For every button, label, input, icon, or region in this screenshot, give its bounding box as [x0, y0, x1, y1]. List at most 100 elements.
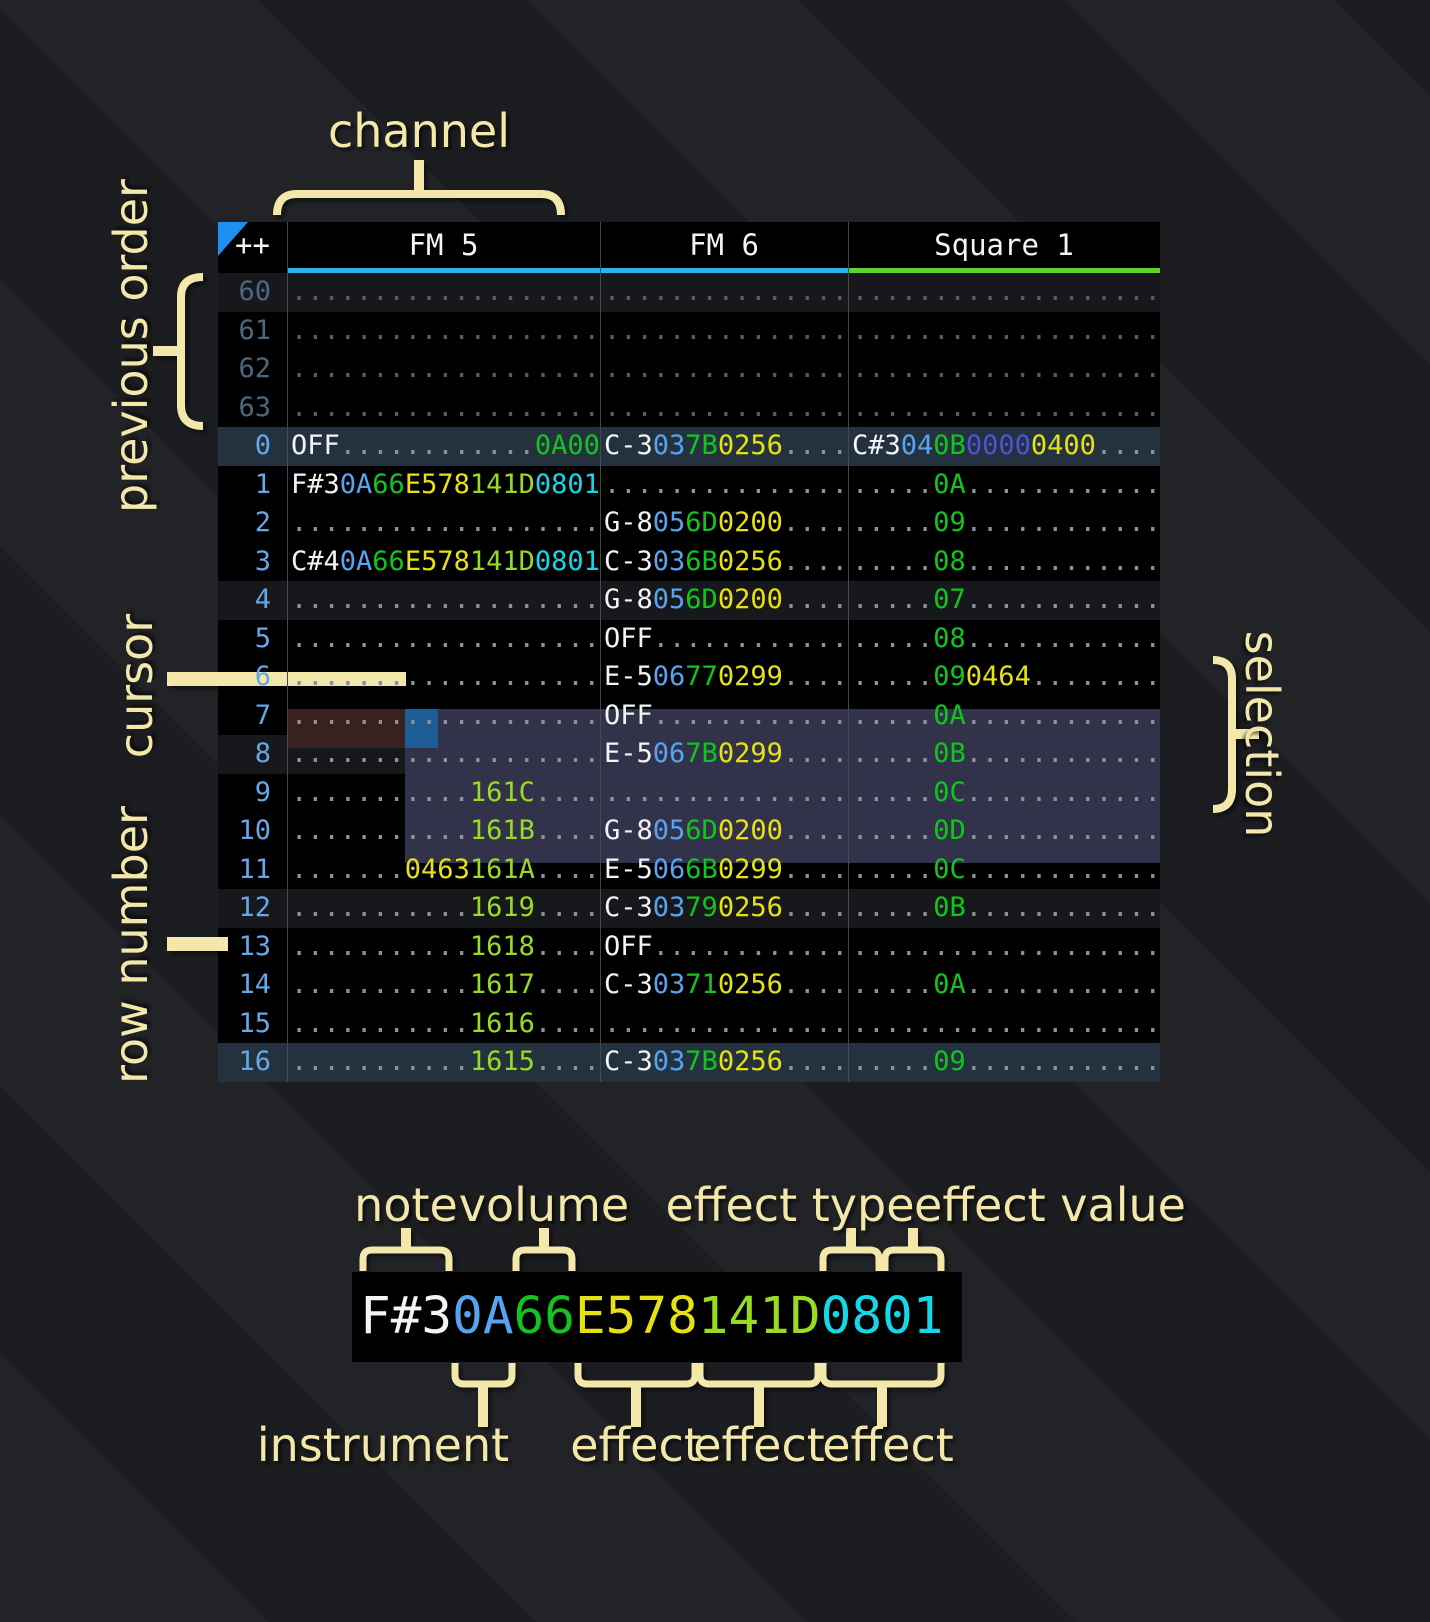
row-number[interactable]: 11 — [238, 853, 271, 885]
pattern-row-11[interactable]: 11 .......0463161A.... E-5066B0299........… — [218, 851, 1160, 890]
row-number[interactable]: 12 — [238, 892, 271, 923]
pattern-cell[interactable]: ...........161B.... — [287, 812, 600, 851]
pattern-cell[interactable]: .....0A............ — [848, 697, 1160, 736]
pattern-cell[interactable]: .....090464........ — [848, 658, 1160, 697]
pattern-cell[interactable]: ................... — [287, 735, 600, 774]
pattern-row-7[interactable]: 7................... OFF.................… — [218, 697, 1160, 736]
row-number[interactable]: 8 — [254, 738, 271, 769]
pattern-cell[interactable]: ...........1617.... — [287, 966, 600, 1005]
pattern-cell[interactable]: ................... — [848, 312, 1160, 351]
pattern-cell[interactable]: .....0D............ — [848, 812, 1160, 851]
pattern-grid[interactable]: 60......................................… — [218, 273, 1160, 1082]
pattern-row-13[interactable]: 13 ...........1618.... OFF................… — [218, 928, 1160, 967]
pattern-row-5[interactable]: 5................... OFF.................… — [218, 620, 1160, 659]
pattern-cell[interactable]: C-3037B0256.... — [600, 1043, 848, 1082]
row-number[interactable]: 10 — [238, 815, 271, 846]
pattern-cell[interactable]: G-8056D0200.... — [600, 812, 848, 851]
pattern-cell[interactable]: ...........1618.... — [287, 928, 600, 967]
row-number[interactable]: 14 — [238, 969, 271, 1000]
row-number[interactable]: 13 — [238, 930, 271, 962]
pattern-row-14[interactable]: 14 ...........1617.... C-303710256........… — [218, 966, 1160, 1005]
pattern-cell[interactable]: OFF............ — [600, 697, 848, 736]
pattern-cell[interactable]: .....0C............ — [848, 774, 1160, 813]
pattern-row-15[interactable]: 15 ...........1616.......................… — [218, 1005, 1160, 1044]
order-add-button[interactable]: ++ — [235, 228, 270, 262]
pattern-cell[interactable]: C-3036B0256.... — [600, 543, 848, 582]
pattern-row-6[interactable]: 6................... E-506770299.........… — [218, 658, 1160, 697]
pattern-row-10[interactable]: 10 ...........161B.... G-8056D0200........… — [218, 812, 1160, 851]
pattern-row-3[interactable]: 3 C#40A66E578141D0801 C-3036B0256.........… — [218, 543, 1160, 582]
pattern-row-61[interactable]: 61......................................… — [218, 312, 1160, 351]
pattern-cell[interactable]: ...........1616.... — [287, 1005, 600, 1044]
pattern-row-1[interactable]: 1 F#30A66E578141D0801....................… — [218, 466, 1160, 505]
pattern-cell[interactable]: .....0A............ — [848, 466, 1160, 505]
pattern-cell[interactable]: ............... — [600, 466, 848, 505]
row-number[interactable]: 1 — [254, 468, 271, 500]
row-number[interactable]: 15 — [238, 1007, 271, 1039]
pattern-cell[interactable]: ................... — [848, 1005, 1160, 1044]
pattern-cell[interactable]: ............... — [600, 774, 848, 813]
pattern-row-4[interactable]: 4................... G-8056D0200.........… — [218, 581, 1160, 620]
pattern-cell[interactable]: C-303790256.... — [600, 889, 848, 928]
pattern-row-8[interactable]: 8................... E-5067B0299.........… — [218, 735, 1160, 774]
channel-header-square1[interactable]: Square 1 — [934, 228, 1074, 262]
pattern-row-0[interactable]: 0 OFF............0A00 C-3037B0256.... C#304… — [218, 427, 1160, 466]
pattern-cell[interactable]: ................... — [287, 504, 600, 543]
pattern-cell[interactable]: .....07............ — [848, 581, 1160, 620]
pattern-cell[interactable]: OFF............ — [600, 928, 848, 967]
pattern-cell[interactable]: OFF............ — [600, 620, 848, 659]
pattern-cell[interactable]: ............... — [600, 389, 848, 428]
pattern-cell[interactable]: ................... — [287, 350, 600, 389]
pattern-cell[interactable]: C#40A66E578141D0801 — [287, 543, 600, 582]
row-number[interactable]: 16 — [238, 1046, 271, 1077]
pattern-cell[interactable]: ................... — [848, 350, 1160, 389]
row-number[interactable]: 7 — [254, 699, 271, 731]
row-number[interactable]: 9 — [254, 776, 271, 808]
pattern-cell[interactable]: ................... — [287, 697, 600, 736]
pattern-cell[interactable]: C-303710256.... — [600, 966, 848, 1005]
pattern-cell[interactable]: ................... — [287, 273, 600, 312]
pattern-cell[interactable]: E-5067B0299.... — [600, 735, 848, 774]
pattern-cursor[interactable] — [405, 709, 438, 748]
pattern-row-12[interactable]: 12 ...........1619.... C-303790256........… — [218, 889, 1160, 928]
pattern-cell[interactable]: ............... — [600, 1005, 848, 1044]
pattern-cell[interactable]: F#30A66E578141D0801 — [287, 466, 600, 505]
row-number[interactable]: 2 — [254, 507, 271, 538]
pattern-cell[interactable]: .....08............ — [848, 620, 1160, 659]
pattern-cell[interactable]: ................... — [287, 658, 600, 697]
pattern-cell[interactable]: .....09............ — [848, 1043, 1160, 1082]
pattern-cell[interactable]: .....0C............ — [848, 851, 1160, 890]
pattern-cell[interactable]: .....09............ — [848, 504, 1160, 543]
row-number[interactable]: 63 — [238, 391, 271, 423]
row-number[interactable]: 5 — [254, 622, 271, 654]
pattern-cell[interactable]: G-8056D0200.... — [600, 504, 848, 543]
pattern-cell[interactable]: ............... — [600, 273, 848, 312]
pattern-cell[interactable]: ...........1619.... — [287, 889, 600, 928]
row-number[interactable]: 3 — [254, 545, 271, 577]
pattern-cell[interactable]: ................... — [848, 273, 1160, 312]
pattern-cell[interactable]: ................... — [848, 928, 1160, 967]
pattern-cell[interactable]: .......0463161A.... — [287, 851, 600, 890]
pattern-cell[interactable]: E-506770299.... — [600, 658, 848, 697]
pattern-cell[interactable]: ................... — [287, 620, 600, 659]
pattern-cell[interactable]: ...........161C.... — [287, 774, 600, 813]
pattern-cell[interactable]: C#3040B00000400.... — [848, 427, 1160, 466]
pattern-cell[interactable]: G-8056D0200.... — [600, 581, 848, 620]
row-number[interactable]: 60 — [238, 276, 271, 307]
pattern-row-16[interactable]: 16 ...........1615.... C-3037B0256........… — [218, 1043, 1160, 1082]
channel-header-fm5[interactable]: FM 5 — [408, 228, 479, 262]
row-number[interactable]: 4 — [254, 584, 271, 615]
pattern-row-60[interactable]: 60......................................… — [218, 273, 1160, 312]
pattern-cell[interactable]: ................... — [848, 389, 1160, 428]
pattern-cell[interactable]: E-5066B0299.... — [600, 851, 848, 890]
pattern-cell[interactable]: .....0A............ — [848, 966, 1160, 1005]
pattern-cell[interactable]: ................... — [287, 581, 600, 620]
row-number[interactable]: 61 — [238, 314, 271, 346]
channel-header-fm6[interactable]: FM 6 — [689, 228, 759, 262]
pattern-cell[interactable]: .....0B............ — [848, 735, 1160, 774]
pattern-row-63[interactable]: 63......................................… — [218, 389, 1160, 428]
pattern-cell[interactable]: ............... — [600, 350, 848, 389]
pattern-row-9[interactable]: 9 ...........161C........................… — [218, 774, 1160, 813]
pattern-cell[interactable]: ............... — [600, 312, 848, 351]
pattern-cell[interactable]: .....08............ — [848, 543, 1160, 582]
